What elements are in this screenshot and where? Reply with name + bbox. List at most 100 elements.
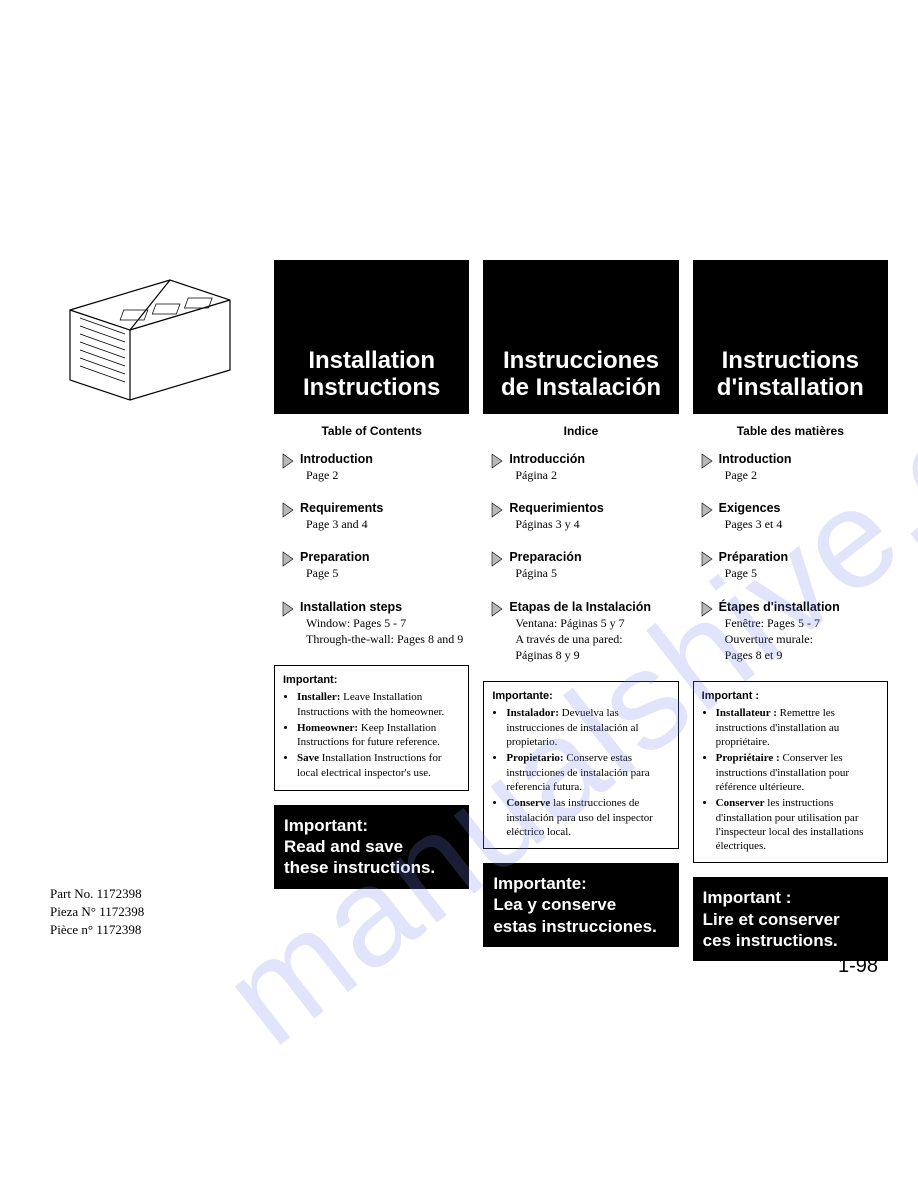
toc-subline: Page 5 <box>725 565 788 581</box>
arrow-icon <box>491 453 503 469</box>
toc-heading: Introduction <box>719 452 792 467</box>
footer-line-1: Importante: <box>493 873 668 894</box>
important-bullets: Installateur : Remettre les instructions… <box>702 706 879 853</box>
toc-item-text: ExigencesPages 3 et 4 <box>719 501 783 532</box>
important-bullet: Installateur : Remettre les instructions… <box>716 706 879 749</box>
column-footer: Important : Lire et conserver ces instru… <box>693 877 888 961</box>
toc-heading: Requirements <box>300 501 383 516</box>
toc-item: IntroductionPage 2 <box>282 452 469 483</box>
toc-subline: Window: Pages 5 - 7 <box>306 615 463 631</box>
toc-item: IntroductionPage 2 <box>701 452 888 483</box>
toc-subline: Through-the-wall: Pages 8 and 9 <box>306 631 463 647</box>
toc-item: Étapes d'installationFenêtre: Pages 5 - … <box>701 600 888 664</box>
part-numbers: Part No. 1172398 Pieza N° 1172398 Pièce … <box>50 885 260 940</box>
bullet-lead: Save <box>297 752 319 764</box>
toc-item: Etapas de la InstalaciónVentana: Páginas… <box>491 600 678 664</box>
toc-heading: Introducción <box>509 452 585 467</box>
important-bullet: Conserve las instrucciones de instalació… <box>506 796 669 839</box>
toc-list: IntroducciónPágina 2 RequerimientosPágin… <box>483 452 678 663</box>
part-no-es: Pieza N° 1172398 <box>50 903 260 921</box>
column-footer: Important: Read and save these instructi… <box>274 805 469 889</box>
toc-item: PreparaciónPágina 5 <box>491 550 678 581</box>
arrow-icon <box>491 601 503 617</box>
bullet-lead: Propriétaire : <box>716 752 780 764</box>
toc-title: Table of Contents <box>274 424 469 438</box>
footer-line-2: Lea y conserve <box>493 894 668 915</box>
important-bullet: Save Installation Instructions for local… <box>297 751 460 780</box>
important-bullet: Homeowner: Keep Installation Instruction… <box>297 721 460 750</box>
arrow-icon <box>701 551 713 567</box>
toc-subline: Página 5 <box>515 565 581 581</box>
important-title: Important : <box>702 689 879 703</box>
toc-subline: Páginas 3 y 4 <box>515 516 603 532</box>
toc-heading: Exigences <box>719 501 783 516</box>
important-bullet: Conserver les instructions d'installatio… <box>716 796 879 853</box>
footer-line-3: estas instrucciones. <box>493 916 668 937</box>
toc-subline: Ouverture murale: <box>725 631 840 647</box>
toc-subline: Pages 8 et 9 <box>725 647 840 663</box>
toc-subline: Fenêtre: Pages 5 - 7 <box>725 615 840 631</box>
bullet-lead: Conserver <box>716 797 765 809</box>
bullet-lead: Propietario: <box>506 752 563 764</box>
column-header: Installation Instructions <box>274 260 469 414</box>
left-column: Part No. 1172398 Pieza N° 1172398 Pièce … <box>50 260 260 940</box>
toc-item-text: Installation stepsWindow: Pages 5 - 7Thr… <box>300 600 463 647</box>
toc-item-text: PreparationPage 5 <box>300 550 369 581</box>
toc-subline: Page 5 <box>306 565 369 581</box>
column-header: Instrucciones de Instalación <box>483 260 678 414</box>
toc-list: IntroductionPage 2 ExigencesPages 3 et 4… <box>693 452 888 663</box>
toc-item-text: IntroducciónPágina 2 <box>509 452 585 483</box>
toc-subline: A través de una pared: <box>515 631 651 647</box>
toc-subline: Pages 3 et 4 <box>725 516 783 532</box>
toc-subline: Page 2 <box>725 467 792 483</box>
toc-heading: Préparation <box>719 550 788 565</box>
toc-item-text: PréparationPage 5 <box>719 550 788 581</box>
page-container: Part No. 1172398 Pieza N° 1172398 Pièce … <box>50 260 888 961</box>
bullet-lead: Homeowner: <box>297 722 358 734</box>
important-box: Important: Installer: Leave Installation… <box>274 665 469 791</box>
toc-item: IntroducciónPágina 2 <box>491 452 678 483</box>
toc-list: IntroductionPage 2 RequirementsPage 3 an… <box>274 452 469 647</box>
toc-subline: Página 2 <box>515 467 585 483</box>
toc-item-text: RequerimientosPáginas 3 y 4 <box>509 501 603 532</box>
toc-item: PréparationPage 5 <box>701 550 888 581</box>
toc-item: Installation stepsWindow: Pages 5 - 7Thr… <box>282 600 469 647</box>
toc-heading: Etapas de la Instalación <box>509 600 651 615</box>
arrow-icon <box>282 551 294 567</box>
product-illustration <box>50 260 250 410</box>
important-bullet: Instalador: Devuelva las instrucciones d… <box>506 706 669 749</box>
bullet-rest: Installation Instructions for local elec… <box>297 752 442 778</box>
bullet-lead: Installateur : <box>716 707 777 719</box>
important-box: Importante: Instalador: Devuelva las ins… <box>483 681 678 849</box>
bullet-lead: Installer: <box>297 691 340 703</box>
important-box: Important : Installateur : Remettre les … <box>693 681 888 863</box>
toc-item-text: Étapes d'installationFenêtre: Pages 5 - … <box>719 600 840 664</box>
column-es: Instrucciones de Instalación Indice Intr… <box>483 260 678 947</box>
header-line-2: Instructions <box>280 374 463 402</box>
column-fr: Instructions d'installation Table des ma… <box>693 260 888 961</box>
toc-item: RequirementsPage 3 and 4 <box>282 501 469 532</box>
important-bullet: Propriétaire : Conserver les instruction… <box>716 751 879 794</box>
footer-line-3: ces instructions. <box>703 930 878 951</box>
footer-line-2: Lire et conserver <box>703 909 878 930</box>
toc-heading: Introduction <box>300 452 373 467</box>
toc-subline: Páginas 8 y 9 <box>515 647 651 663</box>
arrow-icon <box>282 453 294 469</box>
header-line-2: de Instalación <box>489 374 672 402</box>
toc-title: Indice <box>483 424 678 438</box>
toc-subline: Ventana: Páginas 5 y 7 <box>515 615 651 631</box>
arrow-icon <box>701 601 713 617</box>
toc-subline: Page 3 and 4 <box>306 516 383 532</box>
bullet-lead: Conserve <box>506 797 550 809</box>
toc-heading: Requerimientos <box>509 501 603 516</box>
toc-item-text: RequirementsPage 3 and 4 <box>300 501 383 532</box>
important-title: Importante: <box>492 689 669 703</box>
toc-item-text: Etapas de la InstalaciónVentana: Páginas… <box>509 600 651 664</box>
important-bullets: Instalador: Devuelva las instrucciones d… <box>492 706 669 839</box>
part-no-en: Part No. 1172398 <box>50 885 260 903</box>
footer-line-2: Read and save <box>284 836 459 857</box>
footer-line-1: Important : <box>703 887 878 908</box>
toc-item: RequerimientosPáginas 3 y 4 <box>491 501 678 532</box>
toc-title: Table des matières <box>693 424 888 438</box>
column-header: Instructions d'installation <box>693 260 888 414</box>
